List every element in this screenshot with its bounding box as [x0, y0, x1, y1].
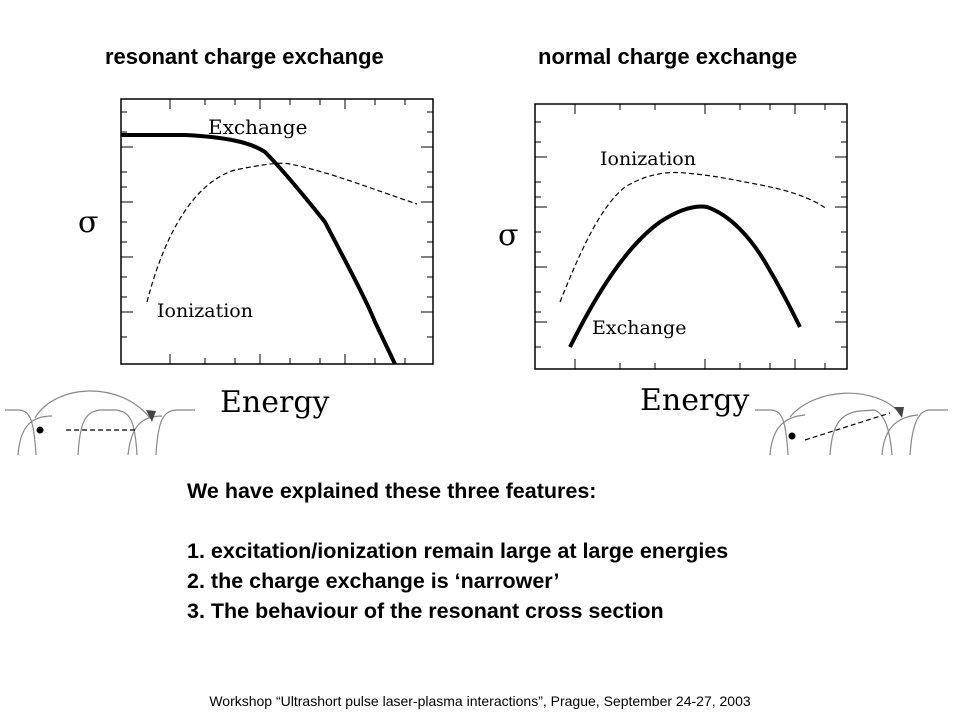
- summary-intro: We have explained these three features:: [187, 479, 597, 503]
- non-resonant-level-line: [804, 412, 891, 441]
- well-inner-arc-right: [881, 414, 919, 456]
- ionization-curve: [146, 162, 418, 303]
- heading-resonant-charge-exchange: resonant charge exchange: [105, 44, 384, 69]
- well-inner-arc-right: [127, 415, 163, 456]
- ionization-curve: [559, 171, 828, 303]
- y-axis-label: σ: [498, 218, 518, 253]
- resonant-potential-wells-sketch: [5, 390, 195, 456]
- y-axis-label: σ: [78, 205, 98, 240]
- well-left-inner: [77, 409, 116, 456]
- plot-ticks: [121, 99, 433, 364]
- normal-exchange-plot: Ionization Exchange σ Energy: [498, 103, 848, 418]
- well-left-outer: [755, 409, 789, 456]
- summary-text: We have explained these three features: …: [187, 476, 728, 626]
- transfer-arrow-arc: [34, 390, 151, 419]
- x-axis-label: Energy: [220, 385, 330, 420]
- well-inner-arc-left: [769, 414, 806, 456]
- arrow-head-icon: [146, 410, 156, 422]
- well-right-outer: [909, 409, 948, 456]
- plot-frame: [120, 98, 434, 365]
- x-axis-label: Energy: [640, 383, 750, 418]
- ionization-label: Ionization: [600, 148, 696, 170]
- summary-item-1: 1. excitation/ionization remain large at…: [187, 539, 729, 563]
- exchange-label: Exchange: [592, 317, 686, 339]
- well-left-outer: [5, 409, 37, 456]
- resonant-exchange-plot: Exchange Ionization σ Energy: [78, 98, 434, 420]
- well-right-outer: [155, 409, 195, 456]
- electron-dot-icon: [36, 426, 44, 434]
- normal-potential-wells-sketch: [755, 392, 948, 456]
- exchange-curve: [121, 133, 397, 365]
- heading-normal-charge-exchange: normal charge exchange: [538, 44, 798, 69]
- well-right-inner: [874, 409, 893, 456]
- plot-ticks: [535, 104, 847, 369]
- exchange-label: Exchange: [208, 115, 307, 139]
- well-right-inner: [115, 409, 138, 456]
- footer-workshop-note: Workshop “Ultrashort pulse laser-plasma …: [209, 693, 751, 709]
- exchange-curve: [568, 204, 802, 348]
- ionization-label: Ionization: [157, 300, 253, 322]
- summary-item-3: 3. The behaviour of the resonant cross s…: [187, 599, 664, 623]
- transfer-arrow-arc: [789, 392, 901, 418]
- well-left-inner: [829, 409, 876, 456]
- electron-dot-icon: [788, 432, 796, 440]
- plot-frame: [534, 103, 848, 370]
- summary-item-2: 2. the charge exchange is ‘narrower’: [187, 569, 560, 593]
- arrow-head-icon: [894, 407, 904, 418]
- summary-spacer: [187, 506, 728, 536]
- well-inner-arc-left: [17, 415, 53, 456]
